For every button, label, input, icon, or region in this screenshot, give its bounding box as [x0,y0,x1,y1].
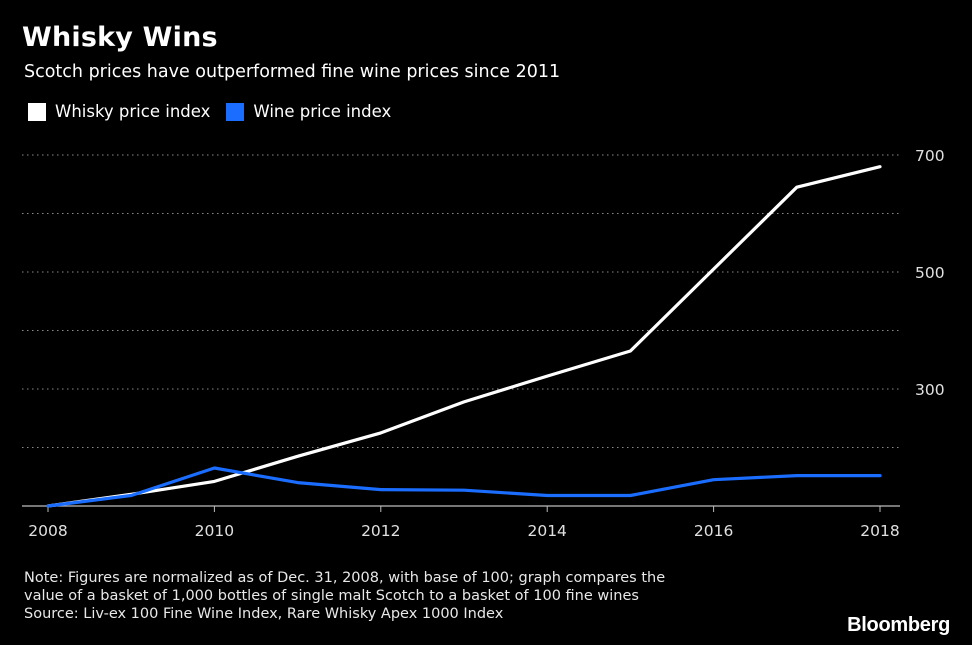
x-tick-label: 2008 [28,522,67,540]
y-tick-label: 300 [915,381,945,399]
x-tick-label: 2012 [361,522,400,540]
whisky-series-line [46,165,882,508]
legend: Whisky price index Wine price index [28,102,407,121]
legend-swatch-wine [226,102,245,121]
legend-item-whisky: Whisky price index [28,102,210,121]
x-tick-label: 2016 [694,522,733,540]
footnote-line-3: Source: Liv-ex 100 Fine Wine Index, Rare… [24,606,504,622]
wine-series-line [46,466,882,508]
legend-label-wine: Wine price index [253,102,392,121]
x-tick-label: 2014 [527,522,566,540]
legend-swatch-whisky [28,102,46,121]
legend-item-wine: Wine price index [226,102,391,121]
chart-subtitle: Scotch prices have outperformed fine win… [24,62,561,82]
axis-labels: 2008 2010 2012 2014 2016 2018 300 500 700 [28,147,944,540]
footnote-line-2: value of a basket of 1,000 bottles of si… [24,588,639,604]
x-tick-label: 2010 [195,522,234,540]
x-axis [22,505,900,512]
grid-lines [22,154,900,448]
footnote-line-1: Note: Figures are normalized as of Dec. … [24,570,666,586]
legend-label-whisky: Whisky price index [55,102,211,121]
bloomberg-logo: Bloomberg [847,614,950,636]
y-tick-label: 500 [915,264,945,282]
footnote: Note: Figures are normalized as of Dec. … [24,569,844,623]
series-lines [46,165,882,508]
chart-title: Whisky Wins [22,22,218,53]
x-tick-label: 2018 [860,522,899,540]
y-tick-label: 700 [915,147,945,165]
